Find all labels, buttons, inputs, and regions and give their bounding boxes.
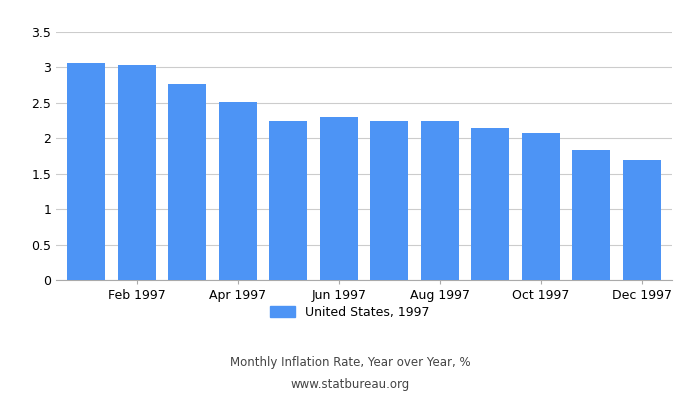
Legend: United States, 1997: United States, 1997 <box>265 301 435 324</box>
Bar <box>573 150 610 280</box>
Text: www.statbureau.org: www.statbureau.org <box>290 378 410 391</box>
Bar <box>471 128 509 280</box>
Bar <box>370 121 408 280</box>
Bar <box>118 64 155 280</box>
Bar <box>623 160 661 280</box>
Bar <box>67 63 105 280</box>
Bar <box>421 121 458 280</box>
Bar <box>219 102 257 280</box>
Bar <box>320 117 358 280</box>
Text: Monthly Inflation Rate, Year over Year, %: Monthly Inflation Rate, Year over Year, … <box>230 356 470 369</box>
Bar <box>522 133 560 280</box>
Bar <box>168 84 206 280</box>
Bar <box>270 121 307 280</box>
